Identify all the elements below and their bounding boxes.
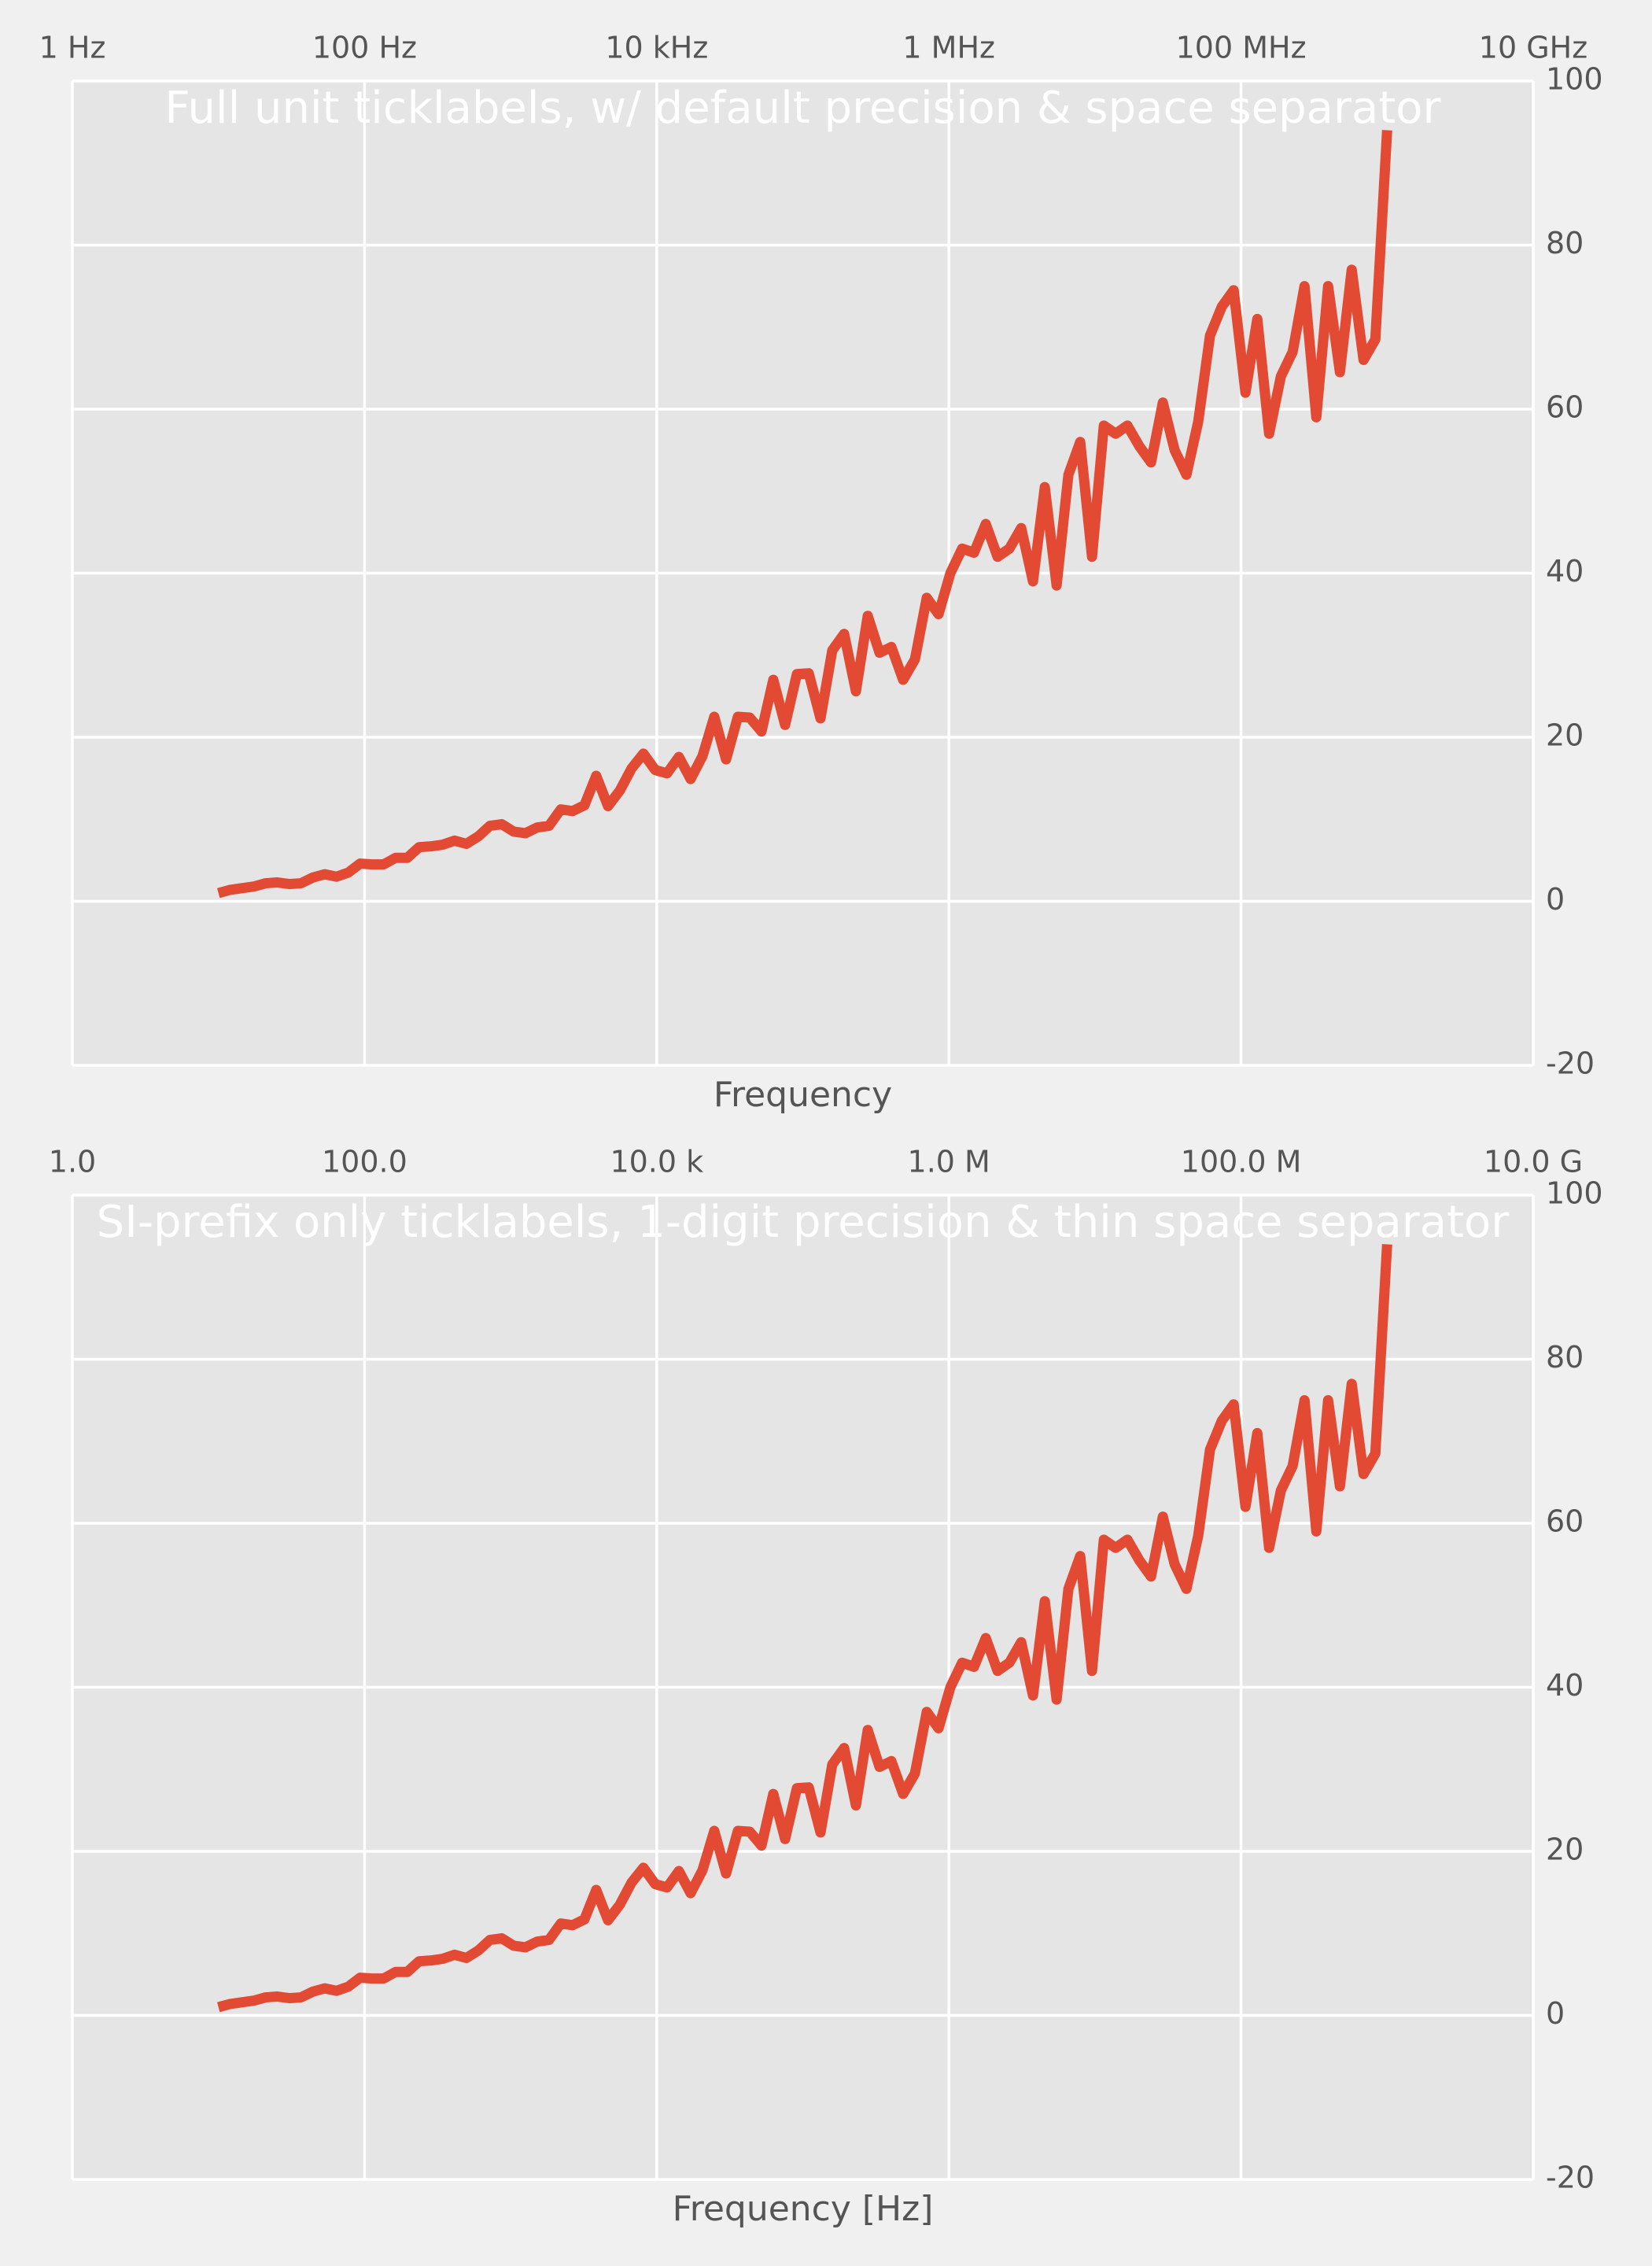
y-tick-label: 0 [1546, 882, 1565, 917]
x-tick-label: 100.0 [322, 1145, 407, 1179]
subplot: 1.0 100.0 10.0 k 1.0 M 100.0 M 10.0 G -20 0 20 40… [49, 1145, 1603, 2230]
x-axis-label: Frequency [714, 1075, 892, 1115]
y-tick-label: 20 [1546, 1832, 1584, 1867]
x-tick-label: 10 kHz [605, 31, 708, 65]
y-tick-label: 20 [1546, 718, 1584, 753]
x-tick-label: 1 MHz [902, 31, 995, 65]
x-tick-label: 1 Hz [39, 31, 106, 65]
y-tick-label: 100 [1546, 1176, 1603, 1211]
chart-title: Full unit ticklabels, w/ default precisi… [164, 83, 1441, 134]
x-tick-label: 100 MHz [1176, 31, 1307, 65]
x-tick-label: 10.0 k [610, 1145, 703, 1179]
subplot: 1 Hz 100 Hz 10 kHz 1 MHz 100 MHz 10 GHz -20 0 20… [39, 31, 1603, 1116]
data-line [216, 1244, 1392, 2013]
x-axis-label: Frequency [Hz] [673, 2189, 934, 2229]
y-tick-label: -20 [1546, 2161, 1595, 2195]
y-tick-label: 60 [1546, 1504, 1584, 1539]
y-tick-label: 100 [1546, 62, 1603, 97]
y-tick-label: -20 [1546, 1046, 1595, 1081]
x-tick-label: 10 GHz [1479, 31, 1587, 65]
y-tick-label: 0 [1546, 1996, 1565, 2031]
y-tick-label: 80 [1546, 1340, 1584, 1375]
x-tick-label: 1.0 [49, 1145, 96, 1179]
y-tick-label: 60 [1546, 390, 1584, 425]
x-tick-label: 1.0 M [908, 1145, 990, 1179]
x-tick-label: 10.0 G [1484, 1145, 1583, 1179]
data-line [216, 130, 1392, 899]
x-tick-label: 100.0 M [1181, 1145, 1302, 1179]
chart-title: SI-prefix only ticklabels, 1-digit preci… [97, 1197, 1510, 1248]
y-tick-label: 40 [1546, 554, 1584, 589]
x-tick-label: 100 Hz [312, 31, 417, 65]
y-tick-label: 80 [1546, 226, 1584, 260]
y-tick-label: 40 [1546, 1668, 1584, 1703]
